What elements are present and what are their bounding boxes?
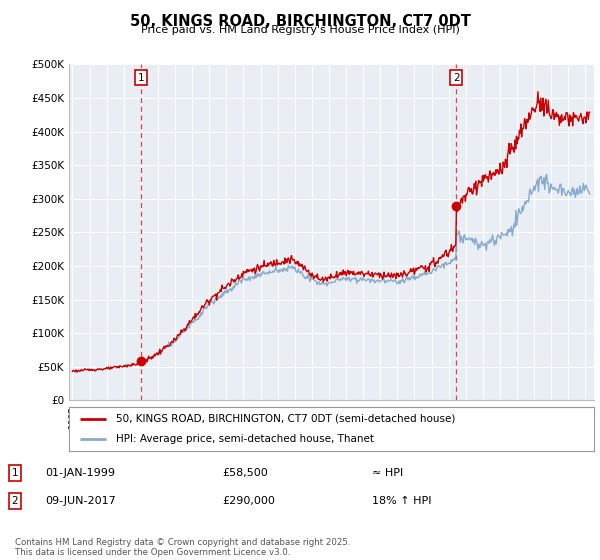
Text: HPI: Average price, semi-detached house, Thanet: HPI: Average price, semi-detached house,… (116, 434, 374, 444)
Text: 09-JUN-2017: 09-JUN-2017 (45, 496, 116, 506)
Text: Price paid vs. HM Land Registry's House Price Index (HPI): Price paid vs. HM Land Registry's House … (140, 25, 460, 35)
Text: 1: 1 (11, 468, 19, 478)
Text: £290,000: £290,000 (222, 496, 275, 506)
Text: 2: 2 (11, 496, 19, 506)
Text: 1: 1 (137, 73, 144, 83)
Text: 50, KINGS ROAD, BIRCHINGTON, CT7 0DT (semi-detached house): 50, KINGS ROAD, BIRCHINGTON, CT7 0DT (se… (116, 414, 455, 424)
Text: 01-JAN-1999: 01-JAN-1999 (45, 468, 115, 478)
Text: Contains HM Land Registry data © Crown copyright and database right 2025.
This d: Contains HM Land Registry data © Crown c… (15, 538, 350, 557)
Text: 50, KINGS ROAD, BIRCHINGTON, CT7 0DT: 50, KINGS ROAD, BIRCHINGTON, CT7 0DT (130, 14, 470, 29)
Text: 18% ↑ HPI: 18% ↑ HPI (372, 496, 431, 506)
Text: 2: 2 (453, 73, 460, 83)
Text: ≈ HPI: ≈ HPI (372, 468, 403, 478)
Text: £58,500: £58,500 (222, 468, 268, 478)
